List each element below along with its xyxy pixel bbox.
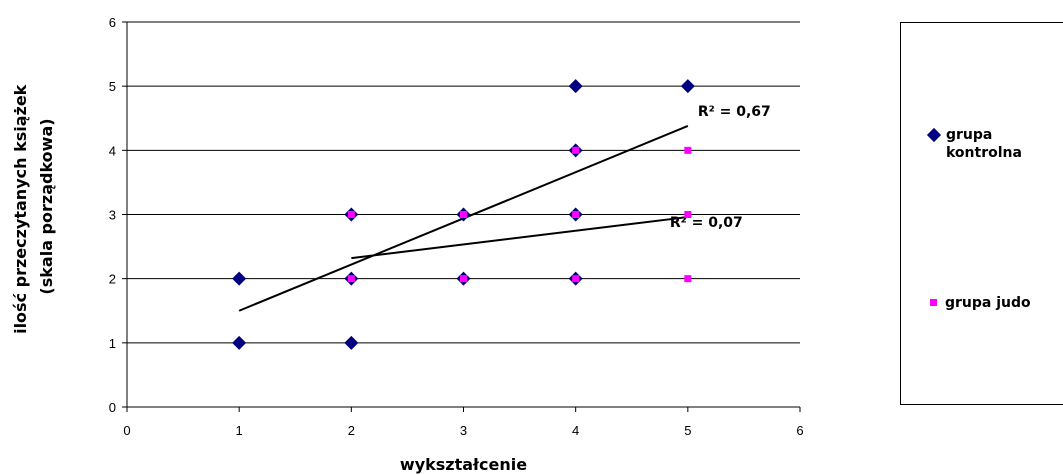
data-point-square: [572, 211, 580, 218]
x-tick-label: 6: [796, 423, 803, 438]
x-axis-label: wykształcenie: [400, 455, 527, 474]
r-squared-label: R² = 0,67: [698, 104, 771, 120]
y-axis-label-line-1: ilość przeczytanych książek: [11, 84, 30, 334]
diamond-marker-icon: [926, 127, 942, 143]
y-tick-label: 3: [109, 208, 116, 223]
legend-label: grupa kontrolna: [946, 127, 1022, 161]
data-point-square: [572, 275, 580, 283]
ticks: 0 1 2 3 4 5 6 0 1 2 3 4 5 6: [109, 15, 804, 438]
x-tick-label: 5: [684, 423, 691, 438]
data-point-diamond: [232, 271, 247, 286]
data-points: [232, 79, 695, 350]
gridlines: [127, 21, 800, 344]
scatter-chart: 0 1 2 3 4 5 6 0 1 2 3 4 5 6 R² = 0,67 R² = 0,07 wykszt…: [11, 15, 804, 474]
data-point-diamond: [568, 79, 583, 94]
data-point-square: [460, 275, 467, 283]
y-tick-label: 0: [109, 400, 116, 415]
y-tick-label: 1: [109, 336, 116, 351]
y-axis-label: ilość przeczytanych książek (skala porzą…: [11, 79, 56, 334]
data-point-diamond: [344, 335, 359, 350]
legend-label: grupa judo: [945, 295, 1031, 311]
data-point-square: [684, 146, 692, 154]
x-tick-label: 3: [460, 423, 467, 438]
data-point-square: [572, 146, 580, 154]
data-point-square: [684, 211, 692, 218]
x-tick-label: 1: [236, 423, 243, 438]
data-point-square: [460, 211, 467, 218]
data-point-square: [347, 275, 355, 283]
y-tick-label: 4: [109, 143, 116, 158]
trendline-grupa-judo: [351, 216, 688, 260]
y-tick-label: 2: [109, 272, 116, 287]
legend: grupa kontrolna grupa judo: [900, 22, 1063, 405]
x-tick-label: 4: [572, 423, 579, 438]
y-axis-label-line-2: (skala porządkowa): [37, 118, 56, 294]
data-point-diamond: [680, 79, 695, 94]
data-point-diamond: [232, 335, 247, 350]
square-marker-icon: [930, 299, 937, 306]
data-point-square: [347, 211, 355, 218]
x-tick-label: 0: [123, 423, 130, 438]
legend-item-grupa-kontrolna: grupa kontrolna: [926, 126, 1056, 162]
x-tick-label: 2: [348, 423, 355, 438]
legend-item-grupa-judo: grupa judo: [926, 294, 1031, 312]
r-squared-label: R² = 0,07: [670, 215, 743, 231]
y-tick-label: 6: [109, 15, 116, 30]
data-point-square: [684, 275, 692, 283]
y-tick-label: 5: [109, 79, 116, 94]
